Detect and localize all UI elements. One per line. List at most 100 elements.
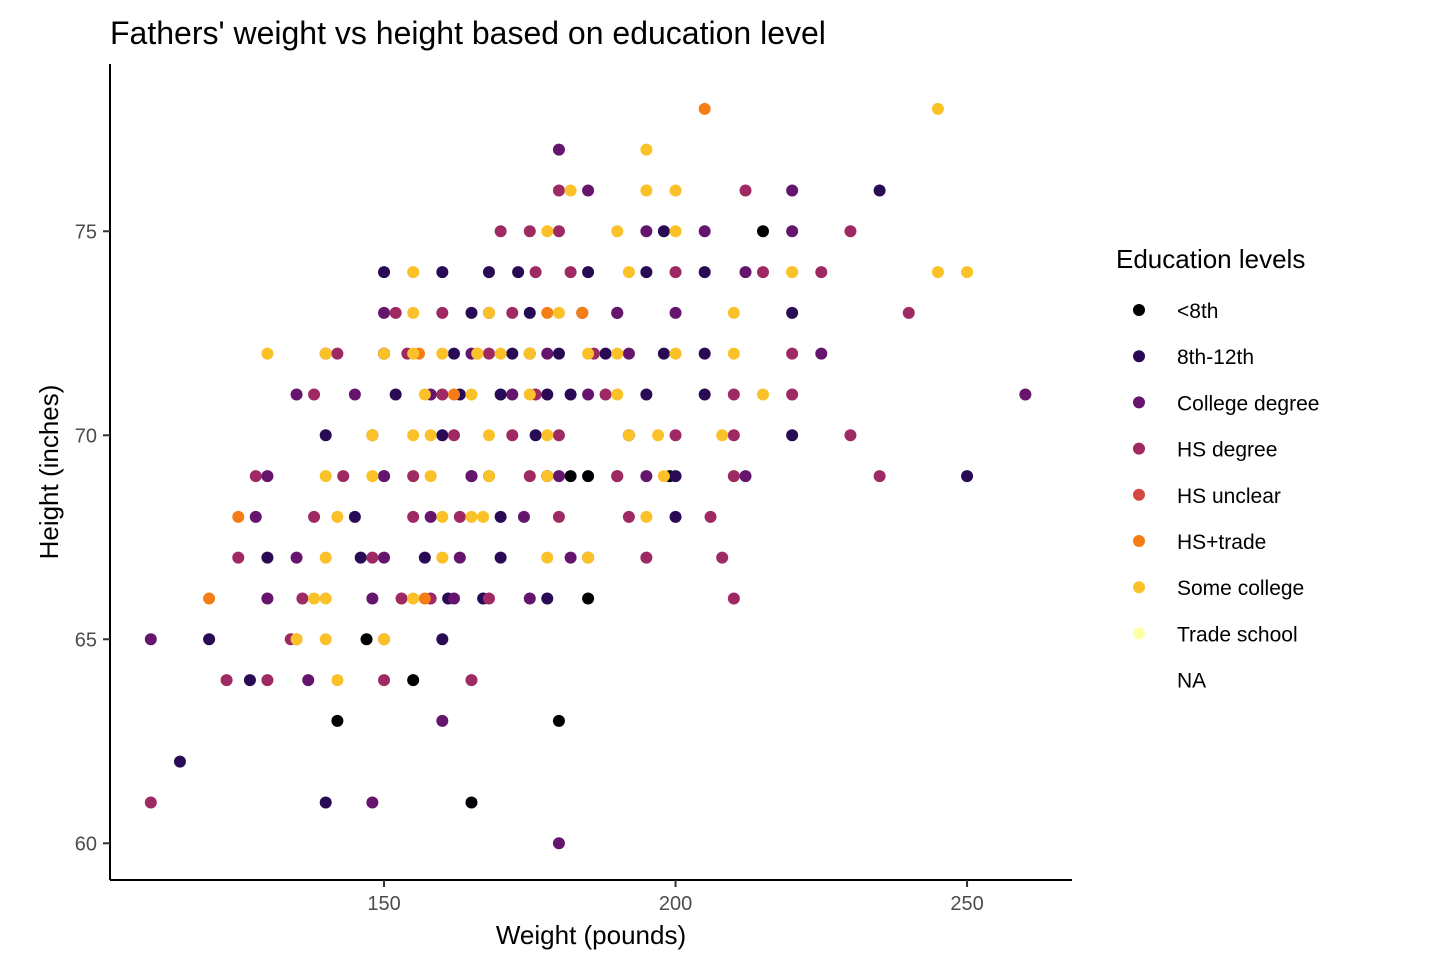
data-point (716, 429, 729, 442)
data-point (611, 225, 624, 238)
data-point (366, 551, 379, 564)
data-point (331, 347, 344, 360)
data-point (360, 633, 373, 646)
data-point (453, 551, 466, 564)
data-point (424, 510, 437, 523)
data-point (232, 551, 245, 564)
data-point (756, 266, 769, 279)
data-point (331, 714, 344, 727)
data-point (640, 470, 653, 483)
legend: Education levels <8th 8th-12th College deg… (1116, 244, 1319, 693)
data-point (529, 266, 542, 279)
data-point (727, 306, 740, 319)
data-point (261, 347, 274, 360)
data-point (652, 429, 665, 442)
data-point (931, 102, 944, 115)
legend-key (1133, 581, 1145, 594)
data-point (541, 470, 554, 483)
data-point (506, 306, 519, 319)
data-point (599, 388, 612, 401)
data-point (727, 347, 740, 360)
data-point (582, 470, 595, 483)
y-axis-ticks: 60 65 70 75 (75, 221, 110, 855)
data-point (378, 633, 391, 646)
data-point (471, 347, 484, 360)
data-point (453, 510, 466, 523)
data-point (552, 184, 565, 197)
data-point (331, 674, 344, 687)
data-point (727, 429, 740, 442)
data-point (611, 306, 624, 319)
data-point (622, 266, 635, 279)
data-point (482, 347, 495, 360)
data-point (669, 347, 682, 360)
data-point (640, 388, 653, 401)
data-point (261, 470, 274, 483)
data-point (366, 592, 379, 605)
data-point (786, 347, 799, 360)
data-point (436, 551, 449, 564)
legend-label: HS degree (1177, 439, 1277, 462)
data-point (786, 266, 799, 279)
legend-label: NA (1177, 670, 1206, 693)
data-point (348, 388, 361, 401)
x-axis-title: Weight (pounds) (496, 920, 686, 950)
data-point (727, 470, 740, 483)
legend-key (1133, 627, 1145, 640)
data-point (378, 551, 391, 564)
data-point (541, 429, 554, 442)
data-point (873, 184, 886, 197)
data-point (436, 633, 449, 646)
data-point (640, 225, 653, 238)
legend-label: Some college (1177, 577, 1304, 600)
data-point (308, 510, 321, 523)
data-point (640, 143, 653, 156)
data-point (319, 429, 332, 442)
data-point (407, 674, 420, 687)
data-point (698, 225, 711, 238)
data-point (541, 551, 554, 564)
data-point (640, 266, 653, 279)
x-tick-label: 150 (367, 893, 400, 915)
data-point (564, 266, 577, 279)
data-point (541, 388, 554, 401)
legend-label: College degree (1177, 392, 1319, 415)
data-point (465, 470, 478, 483)
data-point (173, 755, 186, 768)
data-point (873, 470, 886, 483)
data-point (564, 184, 577, 197)
data-point (447, 347, 460, 360)
data-point (144, 633, 157, 646)
data-point (552, 510, 565, 523)
data-point (582, 347, 595, 360)
data-point (378, 674, 391, 687)
data-point (698, 388, 711, 401)
data-point (739, 184, 752, 197)
data-point (541, 225, 554, 238)
data-point (436, 510, 449, 523)
data-point (582, 184, 595, 197)
legend-key (1133, 488, 1145, 501)
data-point (599, 347, 612, 360)
data-point (716, 551, 729, 564)
chart-title: Fathers' weight vs height based on educa… (110, 15, 826, 51)
data-point (378, 306, 391, 319)
data-point (961, 470, 974, 483)
data-point (220, 674, 233, 687)
data-point (564, 470, 577, 483)
data-point (354, 551, 367, 564)
data-point (436, 388, 449, 401)
data-point (564, 388, 577, 401)
data-point (494, 225, 507, 238)
data-point (786, 306, 799, 319)
data-point (529, 429, 542, 442)
data-point (465, 674, 478, 687)
data-point (506, 388, 519, 401)
data-point (844, 429, 857, 442)
data-point (657, 347, 670, 360)
data-point (582, 592, 595, 605)
x-axis-ticks: 150 200 250 (367, 880, 984, 915)
data-point (144, 796, 157, 809)
data-point (465, 796, 478, 809)
data-point (482, 306, 495, 319)
